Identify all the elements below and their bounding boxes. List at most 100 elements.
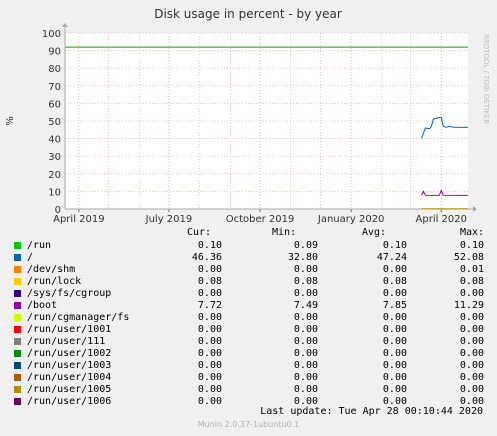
x-tick-label: October 2019	[226, 214, 295, 225]
x-tick-label: January 2020	[317, 214, 385, 225]
legend-max: 0.01	[459, 264, 484, 275]
y-tick-label: 100	[42, 29, 61, 40]
legend-min: 7.49	[293, 300, 318, 311]
legend-swatch	[14, 350, 21, 357]
last-update: Last update: Tue Apr 28 00:10:44 2020	[260, 406, 483, 417]
legend-swatch	[14, 398, 21, 405]
legend-swatch	[14, 242, 21, 249]
series-line-boot	[421, 189, 469, 196]
legend-max: 0.10	[459, 240, 484, 251]
legend-max: 0.00	[459, 348, 484, 359]
legend-min: 0.00	[293, 288, 318, 299]
legend-min: 0.00	[293, 264, 318, 275]
legend-max: 0.00	[459, 288, 484, 299]
legend-swatch	[14, 326, 21, 333]
legend-cur: 0.00	[197, 360, 222, 371]
legend-max: 0.00	[459, 324, 484, 335]
rrdtool-credit: RRDTOOL / TOBI OETIKER	[482, 34, 490, 124]
legend-min: 0.00	[293, 324, 318, 335]
legend-swatch	[14, 362, 21, 369]
legend-min: 0.00	[293, 312, 318, 323]
legend-swatch	[14, 266, 21, 273]
header-min: Min:	[272, 227, 297, 238]
series-line-	[421, 117, 469, 139]
legend-avg: 0.00	[382, 360, 407, 371]
legend-swatch	[14, 278, 21, 285]
header-avg: Avg:	[362, 227, 387, 238]
legend-label: /run/user/1001	[27, 324, 112, 335]
legend-avg: 0.00	[382, 324, 407, 335]
legend-label: /sys/fs/cgroup	[27, 288, 112, 299]
legend-swatch	[14, 290, 21, 297]
legend-avg: 0.00	[382, 372, 407, 383]
legend-cur: 7.72	[197, 300, 222, 311]
legend-avg: 47.24	[376, 252, 407, 263]
legend-avg: 0.00	[382, 396, 407, 407]
legend-avg: 0.00	[382, 348, 407, 359]
header-cur: Cur:	[187, 227, 212, 238]
legend-label: /boot	[27, 300, 58, 311]
legend-min: 0.00	[293, 360, 318, 371]
legend-cur: 0.00	[197, 264, 222, 275]
legend-max: 0.08	[459, 276, 484, 287]
legend-swatch	[14, 254, 21, 261]
legend-avg: 7.85	[382, 300, 407, 311]
legend-cur: 0.00	[197, 396, 222, 407]
y-axis-arrow	[62, 23, 68, 27]
legend-cur: 0.00	[197, 384, 222, 395]
legend-min: 0.00	[293, 372, 318, 383]
legend-max: 11.29	[453, 300, 484, 311]
legend-cur: 0.00	[197, 288, 222, 299]
y-tick-label: 80	[48, 64, 61, 75]
legend-label: /run/cgmanager/fs	[27, 312, 130, 323]
legend-min: 0.00	[293, 384, 318, 395]
legend-min: 0.00	[293, 396, 318, 407]
legend-label: /run/user/1002	[27, 348, 112, 359]
legend-swatch	[14, 302, 21, 309]
legend-cur: 0.00	[197, 336, 222, 347]
legend-min: 0.08	[293, 276, 318, 287]
legend-label: /dev/shm	[27, 264, 76, 275]
legend-avg: 0.08	[382, 276, 407, 287]
legend-label: /	[27, 252, 34, 263]
legend-min: 32.80	[287, 252, 318, 263]
y-tick-label: 20	[48, 170, 61, 181]
legend-cur: 0.00	[197, 312, 222, 323]
legend-label: /run	[27, 240, 52, 251]
legend-max: 0.00	[459, 396, 484, 407]
legend-max: 0.00	[459, 384, 484, 395]
x-tick-label: April 2019	[53, 214, 104, 225]
legend-label: /run/user/111	[27, 336, 106, 347]
legend-avg: 0.00	[382, 264, 407, 275]
legend-label: /run/user/1006	[27, 396, 112, 407]
legend-cur: 0.00	[197, 372, 222, 383]
legend-swatch	[14, 374, 21, 381]
legend-avg: 0.00	[382, 336, 407, 347]
header-max: Max:	[460, 227, 485, 238]
legend-max: 0.00	[459, 360, 484, 371]
y-tick-label: 50	[48, 117, 61, 128]
legend-swatch	[14, 314, 21, 321]
y-tick-label: 0	[55, 205, 61, 216]
y-tick-label: 90	[48, 47, 61, 58]
legend-label: /run/user/1004	[27, 372, 112, 383]
legend-min: 0.00	[293, 348, 318, 359]
legend-swatch	[14, 338, 21, 345]
legend-max: 0.00	[459, 372, 484, 383]
x-tick-label: April 2020	[416, 214, 467, 225]
legend-min: 0.09	[293, 240, 318, 251]
legend-cur: 46.36	[191, 252, 222, 263]
legend-avg: 0.00	[382, 312, 407, 323]
x-axis-arrow	[473, 206, 477, 212]
legend-label: /run/lock	[27, 276, 82, 287]
legend-cur: 0.10	[197, 240, 222, 251]
legend-label: /run/user/1005	[27, 384, 112, 395]
x-tick-label: July 2019	[145, 214, 193, 225]
y-axis-label: %	[5, 116, 16, 126]
legend-min: 0.00	[293, 336, 318, 347]
y-tick-label: 70	[48, 82, 61, 93]
legend-cur: 0.00	[197, 324, 222, 335]
legend-avg: 0.00	[382, 384, 407, 395]
y-tick-label: 10	[48, 187, 61, 198]
